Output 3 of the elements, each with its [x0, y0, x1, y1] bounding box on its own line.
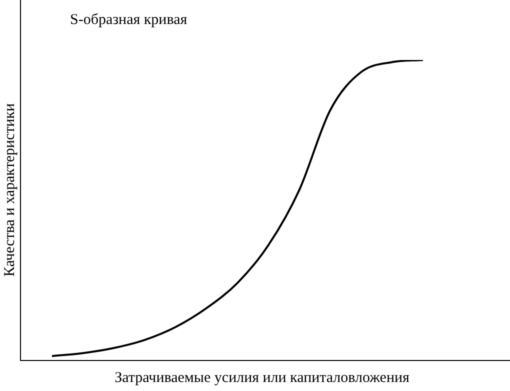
chart-title: S-образная кривая: [70, 12, 188, 28]
x-axis-title: Затрачиваемые усилия или капиталовложения: [114, 370, 410, 386]
y-axis-title: Качества и характеристики: [2, 103, 18, 277]
